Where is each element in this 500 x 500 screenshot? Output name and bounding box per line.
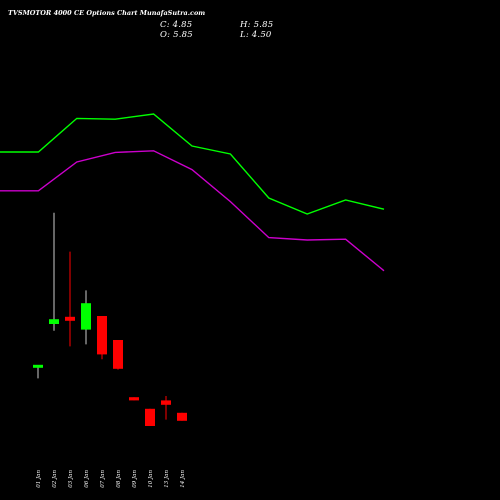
candle-body-0: [33, 364, 43, 368]
candle-body-9: [177, 412, 187, 421]
low-value: L: 4.50: [240, 30, 272, 40]
x-tick-label-9: 14 Jan: [180, 470, 186, 488]
candle-body-7: [145, 408, 155, 426]
candle-body-5: [113, 340, 123, 369]
x-tick-label-7: 10 Jan: [148, 470, 154, 488]
lower-band-line: [0, 150, 385, 272]
candle-body-3: [81, 303, 91, 330]
x-tick-label-4: 07 Jan: [100, 470, 106, 488]
candle-body-4: [97, 316, 107, 355]
x-tick-label-6: 09 Jan: [132, 470, 138, 488]
candle-body-6: [129, 397, 139, 401]
x-tick-label-1: 02 Jan: [52, 470, 58, 488]
x-tick-label-3: 06 Jan: [84, 470, 90, 488]
chart-title: TVSMOTOR 4000 CE Options Chart MunafaSut…: [8, 9, 206, 17]
x-tick-label-0: 01 Jan: [36, 470, 42, 488]
candle-body-2: [65, 316, 75, 321]
high-value: H: 5.85: [240, 20, 274, 30]
candle-body-8: [161, 400, 171, 405]
x-tick-label-2: 03 Jan: [68, 470, 74, 488]
close-value: C: 4.85: [160, 20, 193, 30]
open-value: O: 5.85: [160, 30, 193, 40]
x-tick-label-5: 08 Jan: [116, 470, 122, 488]
candle-body-1: [49, 319, 59, 324]
x-tick-label-8: 13 Jan: [164, 470, 170, 488]
upper-band-line: [0, 113, 385, 215]
